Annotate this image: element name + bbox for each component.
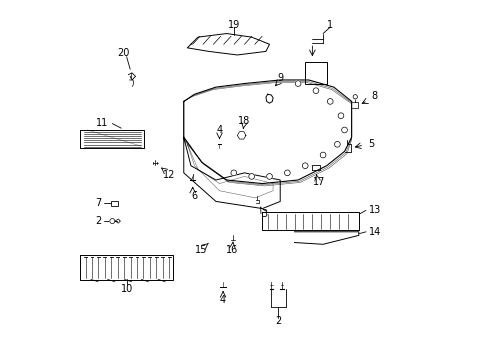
Text: 4: 4: [220, 295, 225, 305]
Polygon shape: [80, 255, 173, 280]
Circle shape: [230, 170, 236, 176]
Text: 20: 20: [117, 48, 129, 58]
Text: 10: 10: [120, 284, 132, 294]
Text: 3: 3: [261, 209, 266, 219]
Polygon shape: [187, 33, 269, 55]
Text: 9: 9: [277, 73, 283, 83]
Text: 7: 7: [95, 198, 101, 208]
Circle shape: [337, 113, 343, 118]
Circle shape: [312, 88, 318, 94]
Circle shape: [295, 81, 300, 86]
Bar: [110, 201, 118, 206]
Circle shape: [341, 127, 346, 133]
Circle shape: [352, 95, 357, 99]
Text: 4: 4: [216, 125, 222, 135]
Circle shape: [302, 163, 307, 168]
Polygon shape: [294, 232, 358, 244]
Polygon shape: [183, 137, 280, 208]
Text: 17: 17: [313, 177, 325, 187]
Text: 6: 6: [191, 191, 197, 201]
Polygon shape: [80, 130, 144, 148]
Text: 8: 8: [371, 91, 377, 101]
Circle shape: [248, 174, 254, 179]
Text: 2: 2: [95, 216, 101, 226]
Circle shape: [334, 141, 340, 147]
Circle shape: [110, 219, 115, 224]
Text: 2: 2: [275, 316, 281, 326]
Text: 16: 16: [225, 245, 238, 255]
Text: 1: 1: [326, 19, 333, 30]
Polygon shape: [237, 132, 245, 139]
Text: 12: 12: [163, 170, 175, 180]
Circle shape: [320, 152, 325, 158]
Circle shape: [152, 160, 158, 166]
Polygon shape: [183, 80, 351, 184]
Circle shape: [326, 99, 332, 104]
Circle shape: [284, 170, 290, 176]
Text: 5: 5: [367, 139, 374, 149]
Text: 18: 18: [238, 116, 250, 126]
Text: 15: 15: [195, 245, 207, 255]
Text: 19: 19: [227, 19, 240, 30]
Polygon shape: [262, 212, 358, 230]
Circle shape: [266, 174, 272, 179]
Text: 11: 11: [95, 118, 107, 128]
Text: 14: 14: [368, 227, 380, 237]
Text: 13: 13: [368, 205, 380, 215]
